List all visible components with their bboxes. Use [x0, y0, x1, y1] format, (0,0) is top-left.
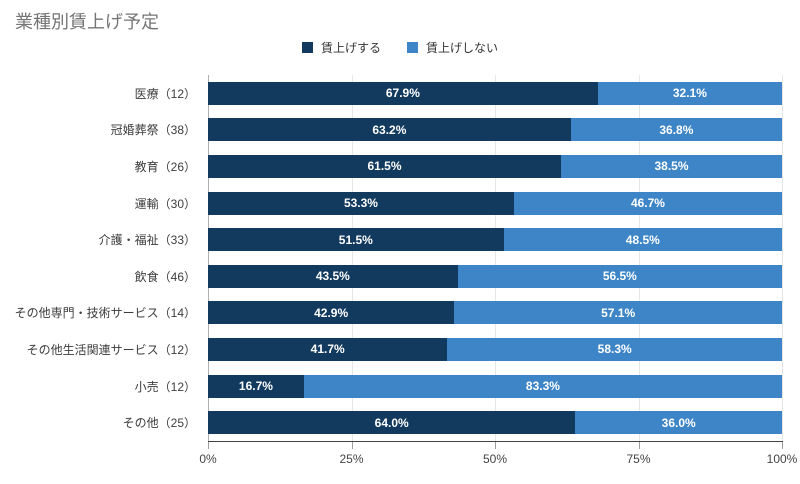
- gridline: [495, 75, 496, 441]
- bar-track: 16.7% 83.3%: [208, 374, 782, 398]
- bar-segment-no-raise[interactable]: 36.0%: [575, 411, 782, 435]
- bar-track: 51.5% 48.5%: [208, 228, 782, 252]
- gridline: [638, 75, 640, 441]
- row-label: 介護・福祉（33）: [98, 233, 196, 248]
- x-tick-mark: [782, 442, 783, 449]
- gridline: [208, 75, 209, 441]
- legend-swatch-raise-icon: [301, 42, 313, 53]
- row-label: 冠婚葬祭（38）: [110, 123, 196, 138]
- bar-segment-raise[interactable]: 63.2%: [208, 118, 571, 142]
- bar-segment-raise[interactable]: 53.3%: [208, 191, 514, 215]
- bar-segment-raise[interactable]: 64.0%: [208, 411, 576, 435]
- row-label: 運輸（30）: [134, 196, 196, 211]
- chart-row: 飲食（46） 43.5% 56.5%: [0, 258, 782, 295]
- bar-segment-no-raise[interactable]: 56.5%: [457, 264, 782, 288]
- gridline: [351, 75, 353, 441]
- row-label: 飲食（46）: [134, 269, 196, 284]
- chart-row: その他（25） 64.0% 36.0%: [0, 404, 782, 441]
- chart-row: 小売（12） 16.7% 83.3%: [0, 368, 782, 405]
- bar-track: 67.9% 32.1%: [208, 81, 782, 105]
- row-label: 教育（26）: [134, 159, 196, 174]
- bar-segment-no-raise[interactable]: 57.1%: [454, 301, 782, 325]
- chart-row: 医療（12） 67.9% 32.1%: [0, 75, 782, 112]
- x-tick-mark: [495, 442, 496, 449]
- bar-segment-raise[interactable]: 41.7%: [208, 337, 448, 361]
- chart-row: 教育（26） 61.5% 38.5%: [0, 148, 782, 185]
- bar-track: 63.2% 36.8%: [208, 118, 782, 142]
- bar-rows: 医療（12） 67.9% 32.1% 冠婚葬祭（38） 63.2% 36.8% …: [0, 75, 782, 441]
- legend-swatch-no-raise-icon: [407, 42, 418, 53]
- bar-segment-raise[interactable]: 51.5%: [208, 228, 504, 252]
- bar-segment-no-raise[interactable]: 58.3%: [447, 337, 782, 361]
- bar-track: 53.3% 46.7%: [208, 191, 782, 215]
- x-tick-label: 75%: [626, 452, 651, 466]
- bar-segment-raise[interactable]: 61.5%: [208, 154, 561, 178]
- chart-title: 業種別賃上げ予定: [15, 12, 159, 32]
- row-label: 小売（12）: [134, 379, 196, 394]
- x-axis-line: [208, 441, 783, 442]
- row-label: その他専門・技術サービス（14）: [14, 306, 196, 321]
- bar-track: 42.9% 57.1%: [208, 301, 782, 325]
- bar-segment-raise[interactable]: 67.9%: [208, 81, 598, 105]
- row-label: その他生活関連サービス（12）: [26, 342, 196, 357]
- bar-segment-no-raise[interactable]: 32.1%: [597, 81, 782, 105]
- x-tick-mark: [638, 442, 640, 449]
- bar-segment-no-raise[interactable]: 46.7%: [513, 191, 782, 215]
- bar-segment-raise[interactable]: 16.7%: [208, 374, 304, 398]
- gridline: [782, 75, 783, 441]
- chart-row: その他生活関連サービス（12） 41.7% 58.3%: [0, 331, 782, 368]
- bar-segment-no-raise[interactable]: 83.3%: [303, 374, 782, 398]
- legend-label-no-raise: 賃上げしない: [426, 41, 499, 55]
- bar-track: 43.5% 56.5%: [208, 264, 782, 288]
- bar-track: 41.7% 58.3%: [208, 337, 782, 361]
- bar-segment-no-raise[interactable]: 48.5%: [503, 228, 782, 252]
- x-tick-label: 0%: [199, 452, 217, 466]
- x-tick-label: 25%: [339, 452, 364, 466]
- bar-segment-no-raise[interactable]: 38.5%: [561, 154, 782, 178]
- legend: 賃上げする 賃上げしない: [0, 39, 800, 56]
- bar-segment-raise[interactable]: 42.9%: [208, 301, 455, 325]
- x-tick-mark: [208, 442, 209, 449]
- legend-label-raise: 賃上げする: [320, 41, 381, 55]
- chart-row: 運輸（30） 53.3% 46.7%: [0, 185, 782, 222]
- legend-item-no-raise: 賃上げしない: [407, 39, 498, 56]
- bar-segment-no-raise[interactable]: 36.8%: [570, 118, 782, 142]
- bar-segment-raise[interactable]: 43.5%: [208, 264, 458, 288]
- row-label: その他（25）: [122, 416, 196, 431]
- x-tick-label: 100%: [766, 452, 798, 466]
- plot-area: [208, 75, 783, 441]
- legend-item-raise: 賃上げする: [301, 39, 381, 56]
- x-tick-label: 50%: [482, 452, 508, 466]
- row-label: 医療（12）: [134, 86, 196, 101]
- chart-row: 冠婚葬祭（38） 63.2% 36.8%: [0, 112, 782, 149]
- chart-row: 介護・福祉（33） 51.5% 48.5%: [0, 221, 782, 258]
- bar-track: 61.5% 38.5%: [208, 154, 782, 178]
- chart-row: その他専門・技術サービス（14） 42.9% 57.1%: [0, 295, 782, 332]
- bar-track: 64.0% 36.0%: [208, 411, 782, 435]
- x-tick-mark: [351, 442, 353, 449]
- x-axis-ticks: 0% 25% 50% 75% 100%: [199, 441, 797, 471]
